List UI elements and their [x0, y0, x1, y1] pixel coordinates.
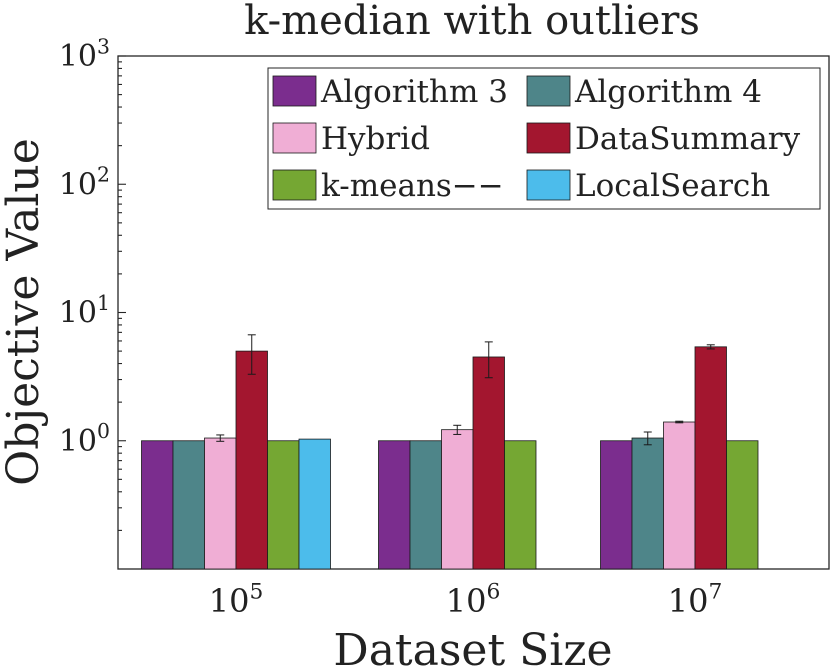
legend-swatch	[526, 75, 571, 107]
legend-label: LocalSearch	[575, 168, 770, 204]
bar	[631, 437, 664, 570]
legend-swatch	[526, 122, 571, 154]
legend-label: DataSummary	[575, 121, 801, 157]
x-tick-label: 106	[446, 580, 501, 620]
y-tick-label: 101	[59, 291, 110, 331]
legend: Algorithm 3 Algorithm 4 Hybrid DataSummary k…	[267, 67, 821, 210]
bar	[472, 356, 505, 570]
error-bars	[216, 334, 715, 446]
legend-swatch	[272, 169, 317, 201]
legend-label: Hybrid	[321, 121, 430, 157]
bars	[141, 346, 759, 570]
bar	[378, 440, 411, 570]
bar	[298, 438, 331, 570]
bar	[235, 350, 268, 570]
bar	[600, 440, 633, 570]
bar	[409, 440, 442, 570]
y-axis-label: Objective Value	[0, 138, 49, 486]
x-tick-label: 105	[209, 580, 264, 620]
bar	[726, 440, 759, 570]
chart-title: k-median with outliers	[244, 0, 700, 44]
bar	[441, 429, 474, 570]
y-axis: 100 101 102 103	[59, 34, 126, 531]
x-tick-label: 107	[668, 580, 723, 620]
legend-label: Algorithm 3	[320, 74, 508, 110]
y-tick-label: 100	[59, 419, 110, 459]
bar	[504, 440, 537, 570]
legend-swatch	[272, 75, 317, 107]
y-tick-label: 103	[59, 34, 110, 74]
x-axis: 105 106 107	[209, 561, 723, 620]
y-tick-label: 102	[59, 163, 110, 203]
x-axis-label: Dataset Size	[333, 625, 612, 670]
legend-label: Algorithm 4	[574, 74, 762, 110]
bar	[694, 346, 727, 570]
bar	[204, 437, 237, 570]
legend-swatch	[272, 122, 317, 154]
bar	[172, 440, 205, 570]
legend-swatch	[526, 169, 571, 201]
bar	[267, 440, 300, 570]
bar	[663, 421, 696, 570]
bar	[141, 440, 174, 570]
legend-label: k-means−−	[321, 168, 504, 204]
